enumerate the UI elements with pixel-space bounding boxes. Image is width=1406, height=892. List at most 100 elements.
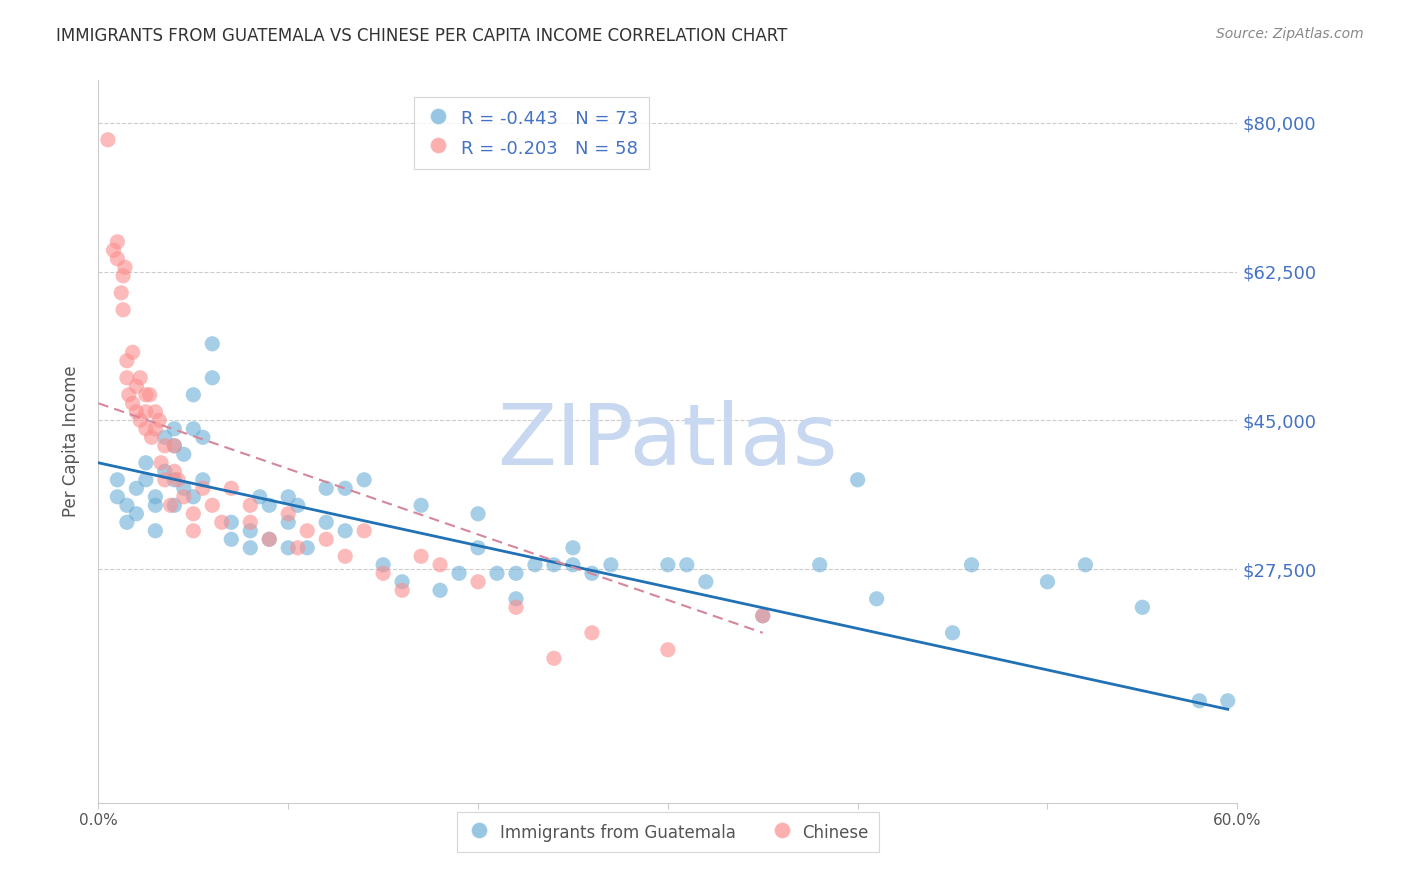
Point xyxy=(239,516,262,530)
Point xyxy=(695,574,717,589)
Point xyxy=(211,516,233,530)
Point xyxy=(221,516,243,530)
Point xyxy=(153,430,176,444)
Point xyxy=(97,133,120,147)
Point xyxy=(315,481,337,495)
Point xyxy=(183,388,205,402)
Point xyxy=(866,591,889,606)
Point xyxy=(467,541,489,555)
Point xyxy=(138,388,160,402)
Legend: Immigrants from Guatemala, Chinese: Immigrants from Guatemala, Chinese xyxy=(457,812,879,852)
Point xyxy=(135,405,157,419)
Point xyxy=(125,405,148,419)
Point xyxy=(153,439,176,453)
Point xyxy=(960,558,983,572)
Point xyxy=(112,302,135,317)
Point xyxy=(942,625,965,640)
Point xyxy=(173,481,195,495)
Point xyxy=(249,490,271,504)
Point xyxy=(1188,694,1211,708)
Point xyxy=(135,422,157,436)
Point xyxy=(1132,600,1154,615)
Point xyxy=(114,260,136,275)
Point xyxy=(191,481,214,495)
Point xyxy=(145,490,167,504)
Point xyxy=(115,353,138,368)
Point xyxy=(429,583,451,598)
Point xyxy=(107,490,129,504)
Point xyxy=(429,558,451,572)
Point xyxy=(315,533,337,547)
Point xyxy=(239,541,262,555)
Point xyxy=(163,473,186,487)
Point xyxy=(239,524,262,538)
Point xyxy=(112,268,135,283)
Point xyxy=(277,507,299,521)
Point xyxy=(259,533,281,547)
Point xyxy=(657,558,679,572)
Point xyxy=(183,422,205,436)
Point xyxy=(183,507,205,521)
Point xyxy=(259,498,281,512)
Point xyxy=(808,558,831,572)
Point xyxy=(153,473,176,487)
Point xyxy=(581,625,603,640)
Point xyxy=(543,558,565,572)
Point xyxy=(145,498,167,512)
Point xyxy=(135,473,157,487)
Point xyxy=(145,422,167,436)
Point xyxy=(145,405,167,419)
Point xyxy=(150,456,173,470)
Point xyxy=(135,456,157,470)
Point xyxy=(191,473,214,487)
Point xyxy=(505,566,527,581)
Point xyxy=(391,574,413,589)
Point xyxy=(657,642,679,657)
Point xyxy=(115,371,138,385)
Point xyxy=(287,498,309,512)
Point xyxy=(163,439,186,453)
Point xyxy=(201,371,224,385)
Point xyxy=(239,498,262,512)
Point xyxy=(581,566,603,581)
Point xyxy=(543,651,565,665)
Point xyxy=(335,549,357,564)
Point xyxy=(1216,694,1239,708)
Point xyxy=(148,413,170,427)
Point xyxy=(335,481,357,495)
Point xyxy=(524,558,547,572)
Point xyxy=(277,541,299,555)
Point xyxy=(467,507,489,521)
Point xyxy=(173,447,195,461)
Point xyxy=(107,473,129,487)
Point xyxy=(505,591,527,606)
Point xyxy=(1074,558,1097,572)
Point xyxy=(163,498,186,512)
Point xyxy=(115,498,138,512)
Point xyxy=(163,439,186,453)
Point xyxy=(183,524,205,538)
Point xyxy=(129,413,152,427)
Y-axis label: Per Capita Income: Per Capita Income xyxy=(62,366,80,517)
Point xyxy=(125,379,148,393)
Point xyxy=(371,558,394,572)
Point xyxy=(562,558,585,572)
Point xyxy=(125,481,148,495)
Point xyxy=(315,516,337,530)
Point xyxy=(391,583,413,598)
Point xyxy=(467,574,489,589)
Point xyxy=(335,524,357,538)
Point xyxy=(115,516,138,530)
Point xyxy=(449,566,471,581)
Point xyxy=(110,285,132,300)
Point xyxy=(353,473,375,487)
Point xyxy=(153,464,176,478)
Point xyxy=(141,430,163,444)
Point xyxy=(121,396,143,410)
Point xyxy=(1036,574,1059,589)
Point xyxy=(259,533,281,547)
Text: ZIPatlas: ZIPatlas xyxy=(498,400,838,483)
Point xyxy=(676,558,699,572)
Point xyxy=(191,430,214,444)
Point xyxy=(107,235,129,249)
